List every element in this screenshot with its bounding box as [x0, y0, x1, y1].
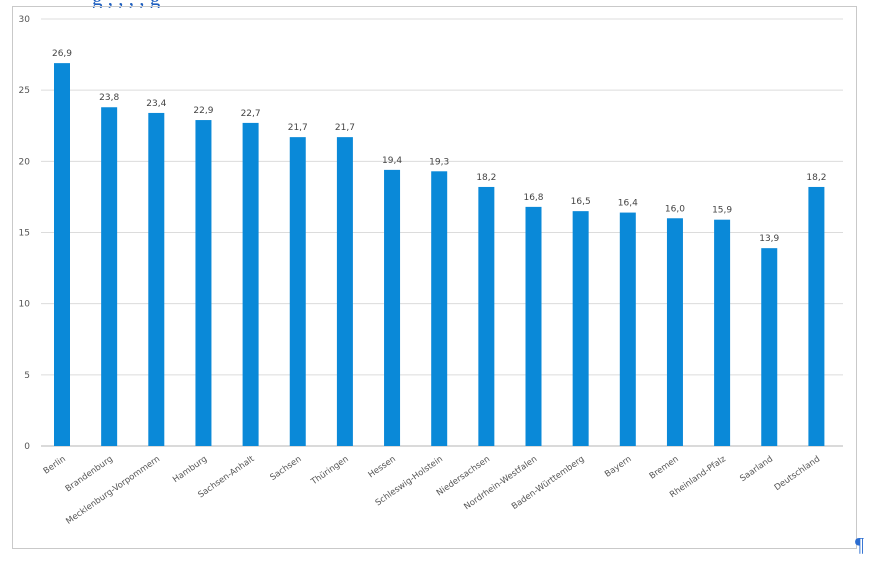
bar: [54, 63, 70, 447]
bar: [714, 219, 731, 446]
data-label: 13,9: [759, 234, 779, 244]
paragraph-mark: ¶: [855, 534, 865, 556]
data-label: 22,9: [193, 106, 213, 116]
y-tick-label: 30: [19, 15, 31, 25]
document-heading-fragment: g , , , , g: [92, 0, 652, 8]
data-label: 23,4: [146, 99, 166, 109]
y-tick-label: 15: [19, 229, 30, 239]
bar: [195, 120, 212, 446]
data-label: 21,7: [335, 123, 355, 133]
bar: [242, 122, 259, 447]
x-tick-label: Thüringen: [309, 454, 351, 488]
bar: [101, 107, 118, 446]
x-tick-label: Berlin: [42, 454, 68, 476]
x-tick-label: Bremen: [648, 454, 681, 481]
data-label: 26,9: [52, 49, 72, 59]
data-label: 22,7: [241, 109, 261, 119]
y-axis: 0 5 10 15 20 25 30: [19, 15, 31, 452]
bar: [478, 186, 495, 446]
x-tick-label: Hamburg: [171, 454, 209, 485]
data-label: 19,3: [429, 157, 449, 167]
x-tick-label: Mecklenburg-Vorpommern: [64, 454, 162, 527]
data-label: 16,8: [523, 193, 543, 203]
bar: [666, 218, 683, 446]
y-tick-label: 20: [19, 157, 31, 167]
data-label: 21,7: [288, 123, 308, 133]
data-label: 18,2: [476, 173, 496, 183]
bar: [619, 212, 636, 446]
bar: [761, 248, 778, 446]
data-label: 23,8: [99, 93, 119, 103]
x-tick-label: Sachsen: [268, 454, 303, 483]
data-label: 16,5: [571, 197, 591, 207]
bar: [336, 137, 353, 447]
y-tick-label: 10: [19, 300, 31, 310]
y-tick-label: 25: [19, 86, 30, 96]
x-tick-label: Deutschland: [773, 454, 822, 493]
data-label: 18,2: [806, 173, 826, 183]
y-tick-label: 0: [24, 442, 30, 452]
bar: [525, 206, 542, 446]
data-label: 19,4: [382, 156, 402, 166]
data-labels: 26,9 23,8 23,4 22,9 22,7 21,7 21,7 19,4 19,3 18,2…: [52, 49, 826, 244]
bar: [431, 171, 448, 446]
bar: [384, 169, 401, 446]
bar: [148, 112, 165, 446]
x-tick-label: Bayern: [603, 454, 633, 479]
data-label: 15,9: [712, 206, 732, 216]
bars: [54, 63, 825, 447]
chart-frame: [12, 6, 857, 549]
bar: [572, 211, 589, 446]
bar: [808, 186, 825, 446]
data-label: 16,4: [618, 199, 638, 209]
bar: [289, 137, 306, 447]
data-label: 16,0: [665, 204, 685, 214]
x-tick-label: Saarland: [738, 454, 775, 484]
x-tick-label: Hessen: [367, 454, 398, 480]
y-tick-label: 5: [24, 371, 30, 381]
